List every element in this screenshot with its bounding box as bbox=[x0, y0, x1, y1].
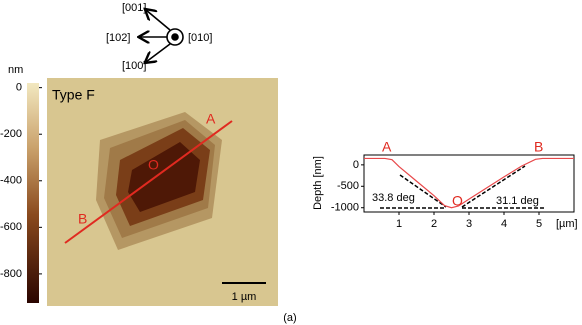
orientation bbox=[140, 10, 184, 62]
depth-line bbox=[364, 157, 574, 209]
point-label: B bbox=[78, 211, 87, 227]
scale-bar-label: 1 µm bbox=[232, 291, 257, 303]
point-label: A bbox=[206, 111, 216, 127]
axis-label: [100] bbox=[122, 60, 146, 72]
y-axis-label: Depth [nm] bbox=[312, 156, 324, 210]
colorbar bbox=[27, 83, 39, 303]
panel-label: (a) bbox=[283, 312, 296, 324]
colorbar-unit: nm bbox=[8, 64, 23, 76]
x-axis-unit: [µm] bbox=[556, 218, 578, 230]
axis-label: [010] bbox=[188, 32, 212, 44]
colorbar-tick-label: -400 bbox=[0, 175, 22, 187]
annotation: 31.1 deg bbox=[496, 195, 539, 207]
image-title: Type F bbox=[52, 87, 95, 103]
axis-label: [001] bbox=[122, 2, 146, 14]
colorbar-tick-label: -600 bbox=[0, 221, 22, 233]
x-tick-label: 2 bbox=[431, 218, 437, 230]
y-tick-label: -500 bbox=[337, 180, 359, 192]
guide-lines bbox=[380, 165, 544, 209]
y-tick-label: -1000 bbox=[331, 202, 359, 214]
colorbar-tick-label: -200 bbox=[0, 128, 22, 140]
colorbar-tick-label: 0 bbox=[16, 82, 22, 94]
annotation: B bbox=[534, 139, 543, 155]
y-tick-label: 0 bbox=[353, 159, 359, 171]
x-tick-label: 1 bbox=[396, 218, 402, 230]
axis-label: [102] bbox=[106, 32, 130, 44]
x-tick-label: 4 bbox=[501, 218, 507, 230]
afm-image bbox=[47, 78, 278, 306]
point-label: O bbox=[148, 157, 159, 173]
annotation: 33.8 deg bbox=[372, 192, 415, 204]
x-tick-label: 3 bbox=[466, 218, 472, 230]
x-tick-label: 5 bbox=[536, 218, 542, 230]
annotation: A bbox=[382, 139, 392, 155]
colorbar-tick-label: -800 bbox=[0, 268, 22, 280]
annotation: O bbox=[452, 193, 463, 209]
